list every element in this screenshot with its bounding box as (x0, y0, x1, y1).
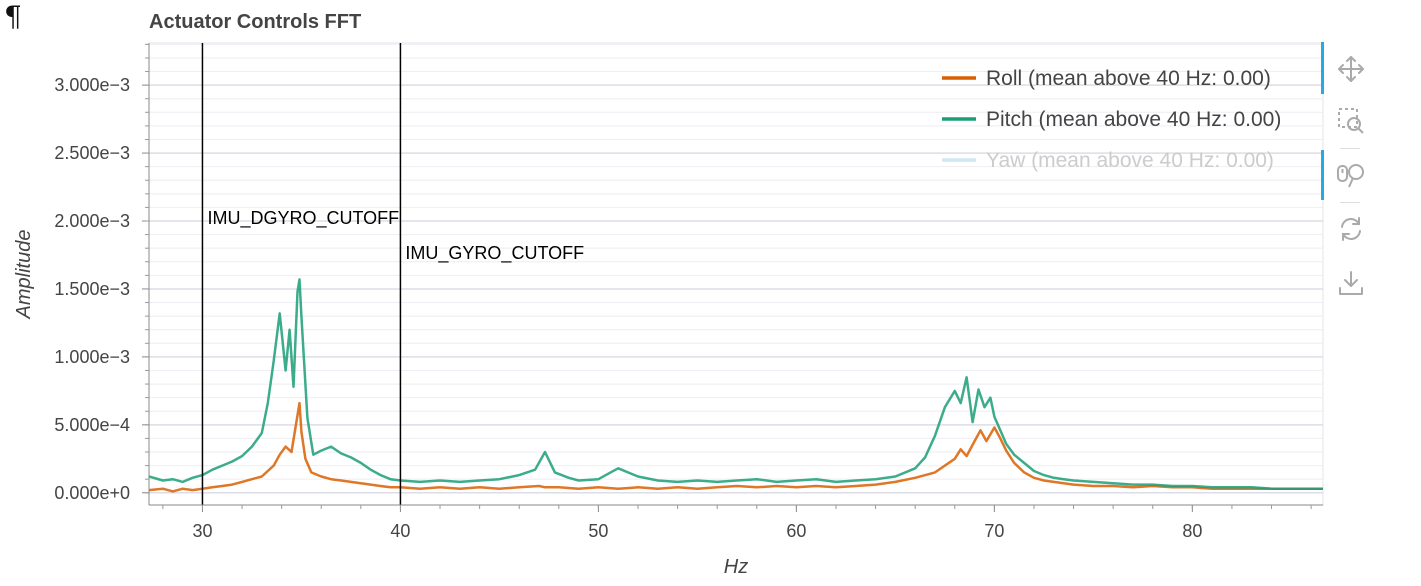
pan-icon[interactable] (1336, 54, 1366, 84)
cutoff-lines: IMU_DGYRO_CUTOFF IMU_GYRO_CUTOFF (201, 43, 584, 505)
x-tick-label: 40 (390, 521, 410, 541)
y-tick-label: 2.000e−3 (54, 211, 130, 231)
legend-item-label[interactable]: Pitch (mean above 40 Hz: 0.00) (986, 108, 1281, 131)
y-tick-label: 0.000e+0 (54, 483, 130, 503)
x-tick-label: 50 (588, 521, 608, 541)
series-line-roll (148, 401, 1323, 493)
legend-item-label[interactable]: Roll (mean above 40 Hz: 0.00) (986, 67, 1271, 90)
x-axis-label: Hz (724, 556, 748, 578)
y-tick-label: 1.000e−3 (54, 347, 130, 367)
wheel-zoom-icon[interactable] (1336, 160, 1366, 190)
grid-lines (149, 43, 1323, 494)
y-tick-label: 2.500e−3 (54, 143, 130, 163)
series-line-pitch (148, 278, 1323, 490)
series-layer (148, 278, 1323, 493)
pan-active-indicator (1321, 42, 1324, 94)
y-tick-label: 5.000e−4 (54, 415, 130, 435)
toolbar-separator (1340, 202, 1360, 203)
toolbar-separator (1340, 148, 1360, 149)
cutoff-label: IMU_DGYRO_CUTOFF (207, 208, 399, 229)
y-tick-label: 1.500e−3 (54, 279, 130, 299)
x-tick-label: 60 (786, 521, 806, 541)
cutoff-label: IMU_GYRO_CUTOFF (405, 243, 584, 264)
save-icon[interactable] (1336, 268, 1366, 298)
plot-area[interactable] (148, 42, 1324, 506)
box-zoom-icon[interactable] (1336, 106, 1366, 136)
reset-icon[interactable] (1336, 214, 1366, 244)
fft-chart[interactable]: Actuator Controls FFT IMU_DGYRO_CUTOFFIM… (0, 0, 1324, 586)
paragraph-mark: ¶ (4, 0, 22, 33)
y-axis-label: Amplitude (13, 230, 35, 320)
chart-toolbar (1321, 42, 1376, 312)
x-tick-label: 80 (1182, 521, 1202, 541)
x-tick-label: 70 (984, 521, 1004, 541)
x-tick-label: 30 (192, 521, 212, 541)
chart-title: Actuator Controls FFT (149, 11, 361, 33)
wheel-zoom-active-indicator (1321, 150, 1324, 200)
axis-ticks: 0.000e+0 5.000e−4 1.000e−3 1.500e−3 2.000e−3… (54, 43, 1312, 541)
legend[interactable]: Roll (mean above 40 Hz: 0.00) Pitch (mean… (942, 67, 1281, 172)
y-tick-label: 3.000e−3 (54, 75, 130, 95)
legend-item-label[interactable]: Yaw (mean above 40 Hz: 0.00) (986, 149, 1274, 172)
